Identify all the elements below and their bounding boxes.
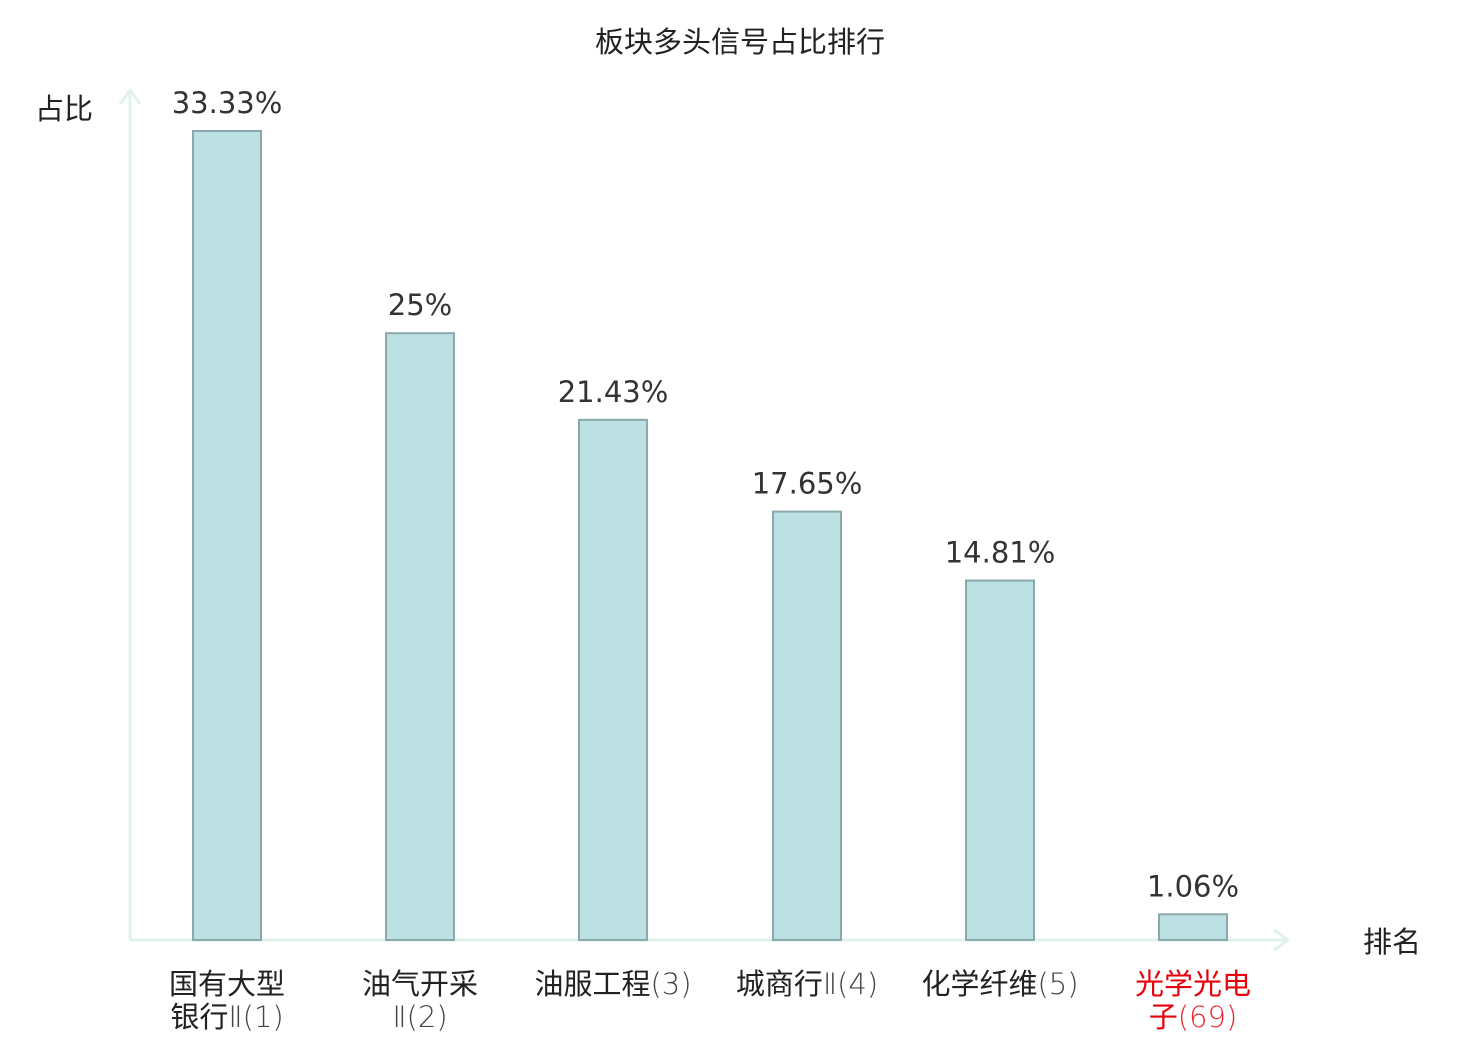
category-label-2-line-2: Ⅱ(2) <box>392 1000 447 1034</box>
category-label-6-line-1: 光学光电 <box>1135 967 1251 1001</box>
value-label-2: 25% <box>388 288 452 322</box>
chart-title: 板块多头信号占比排行 <box>595 25 885 59</box>
value-label-1: 33.33% <box>172 86 283 120</box>
bar-5 <box>965 579 1035 941</box>
bar-3 <box>578 418 648 942</box>
category-label-2-line-1: 油气开采 <box>362 967 478 1001</box>
category-label-1-line-2: 银行Ⅱ(1) <box>170 1000 283 1034</box>
category-label-4-line-1: 城商行Ⅱ(4) <box>736 967 878 1001</box>
value-label-3: 21.43% <box>558 375 669 409</box>
bar-1 <box>192 130 262 941</box>
category-label-1-line-1: 国有大型 <box>169 967 285 1001</box>
value-label-6: 1.06% <box>1147 869 1239 903</box>
y-axis-label: 占比 <box>35 92 93 126</box>
x-axis-arrow <box>1273 928 1291 952</box>
x-axis: 排名 <box>130 925 1421 959</box>
bars <box>192 130 1228 942</box>
bar-6 <box>1158 913 1228 942</box>
y-axis: 占比 <box>35 87 142 940</box>
bar-4 <box>772 510 842 941</box>
value-labels: 33.33% 25% 21.43% 17.65% 14.81% 1.06% <box>172 86 1239 903</box>
bar-2 <box>385 332 455 941</box>
category-label-6-line-2: 子(69) <box>1149 1000 1238 1034</box>
category-label-3-line-1: 油服工程(3) <box>534 967 691 1001</box>
y-axis-arrow <box>118 87 142 105</box>
x-axis-label: 排名 <box>1363 925 1421 959</box>
value-label-4: 17.65% <box>752 467 863 501</box>
category-label-5-line-1: 化学纤维(5) <box>921 967 1078 1001</box>
value-label-5: 14.81% <box>945 536 1056 570</box>
